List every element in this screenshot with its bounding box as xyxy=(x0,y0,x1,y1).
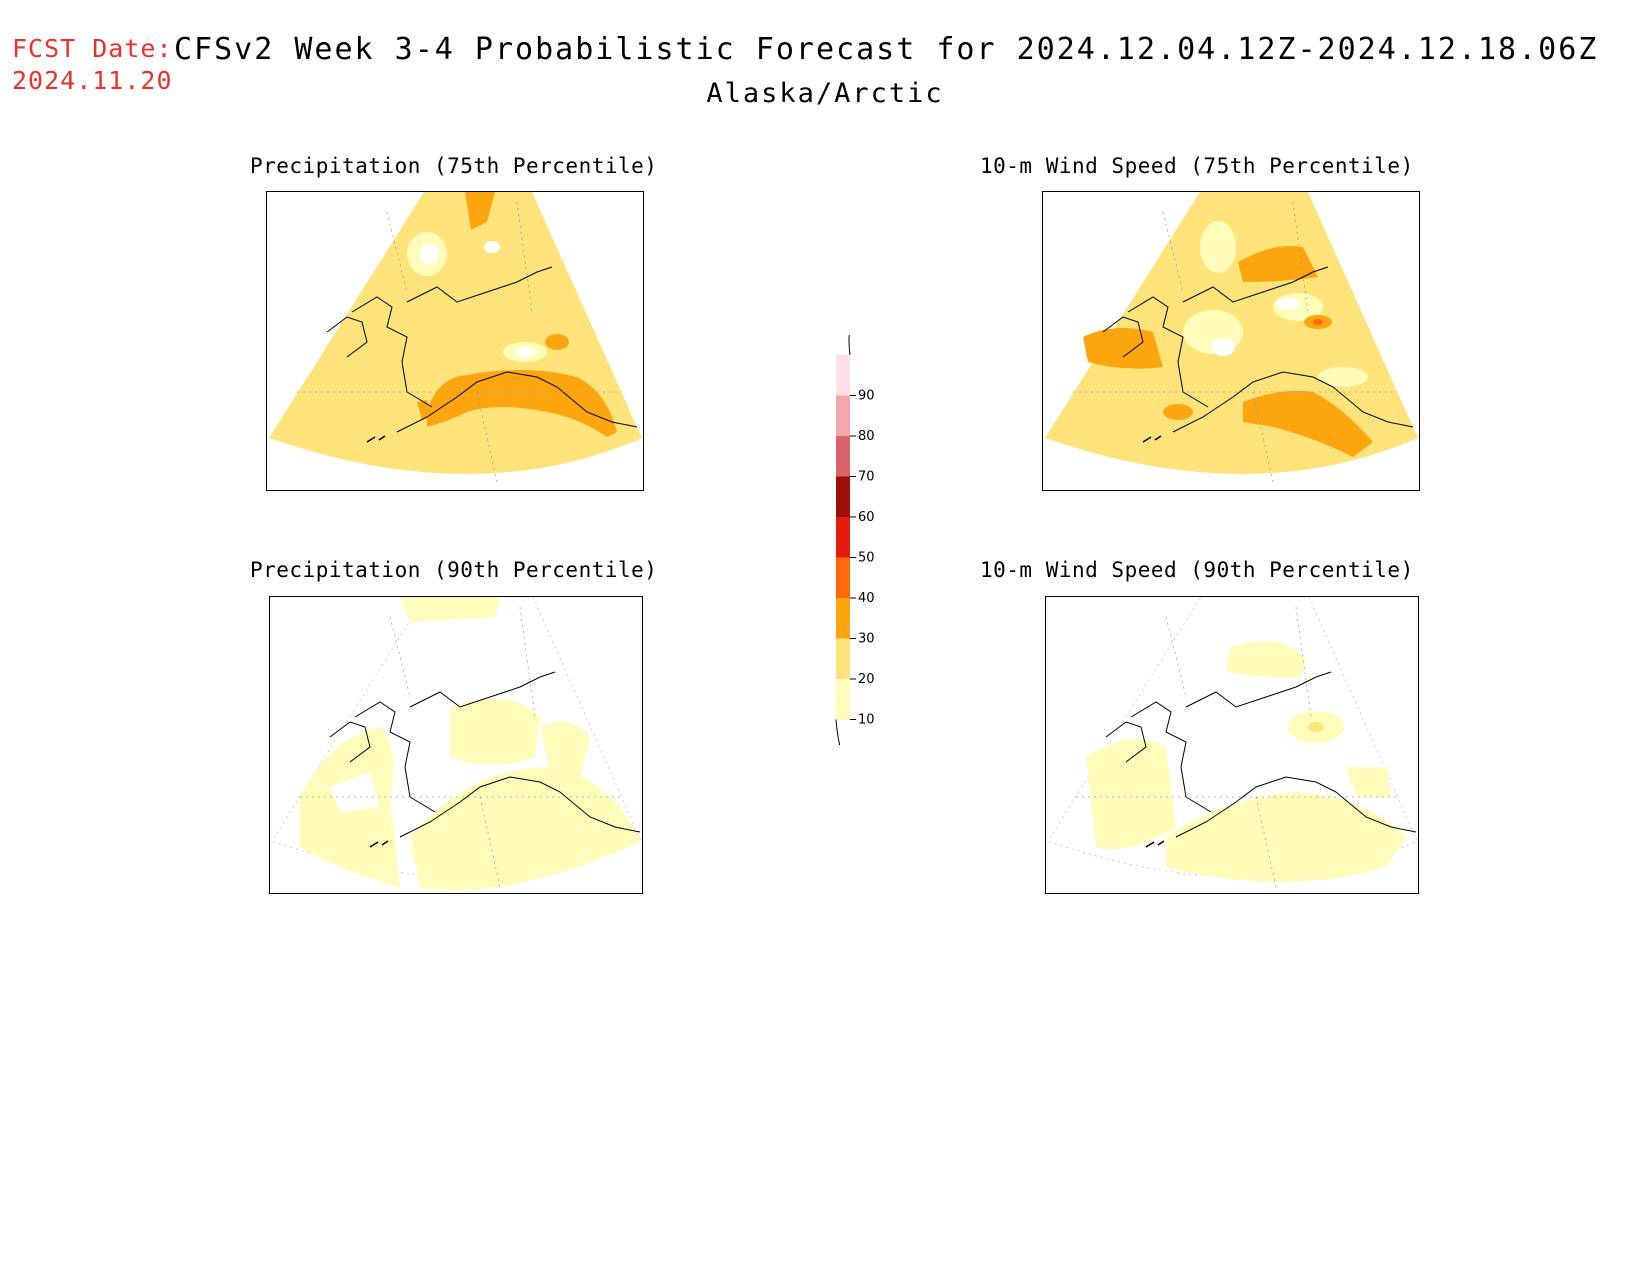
colorbar: 10 20 30 40 50 60 70 80 90 xyxy=(820,329,880,760)
colorbar-swatch-20 xyxy=(836,638,850,679)
panel-title-wind90: 10-m Wind Speed (90th Percentile) xyxy=(980,558,1414,582)
region-label: Alaska/Arctic xyxy=(706,78,944,109)
colorbar-top-tail xyxy=(848,329,851,356)
colorbar-label-50: 50 xyxy=(858,551,875,566)
colorbar-label-70: 70 xyxy=(858,470,875,485)
fcst-date-label: FCST Date: xyxy=(12,34,173,63)
colorbar-swatch-90 xyxy=(836,355,850,396)
colorbar-bottom-tail xyxy=(835,719,845,760)
colorbar-label-40: 40 xyxy=(858,591,875,606)
fcst-date-value: 2024.11.20 xyxy=(12,66,173,95)
colorbar-swatch-10 xyxy=(836,679,850,720)
colorbar-label-60: 60 xyxy=(858,510,875,525)
colorbar-swatch-60 xyxy=(836,476,850,517)
panel-title-wind75: 10-m Wind Speed (75th Percentile) xyxy=(980,154,1414,178)
colorbar-label-30: 30 xyxy=(858,632,875,647)
region-title: Alaska/Arctic xyxy=(0,78,1650,109)
map-panel-wind75 xyxy=(1042,191,1420,491)
colorbar-swatch-80 xyxy=(836,395,850,436)
colorbar-label-90: 90 xyxy=(858,389,875,404)
colorbar-swatch-50 xyxy=(836,517,850,558)
colorbar-label-10: 10 xyxy=(858,713,875,728)
colorbar-svg: 10 20 30 40 50 60 70 80 90 xyxy=(835,329,875,760)
panel-title-precip75: Precipitation (75th Percentile) xyxy=(250,154,658,178)
main-title: CFSv2 Week 3-4 Probabilistic Forecast fo… xyxy=(174,32,1599,67)
colorbar-label-20: 20 xyxy=(858,672,875,687)
map-panel-precip90 xyxy=(269,596,643,894)
map-panel-wind90 xyxy=(1045,596,1419,894)
colorbar-swatch-40 xyxy=(836,557,850,598)
map-panel-precip75 xyxy=(266,191,644,491)
colorbar-swatch-30 xyxy=(836,598,850,639)
panel-title-precip90: Precipitation (90th Percentile) xyxy=(250,558,658,582)
colorbar-swatch-70 xyxy=(836,436,850,477)
colorbar-label-80: 80 xyxy=(858,429,875,444)
